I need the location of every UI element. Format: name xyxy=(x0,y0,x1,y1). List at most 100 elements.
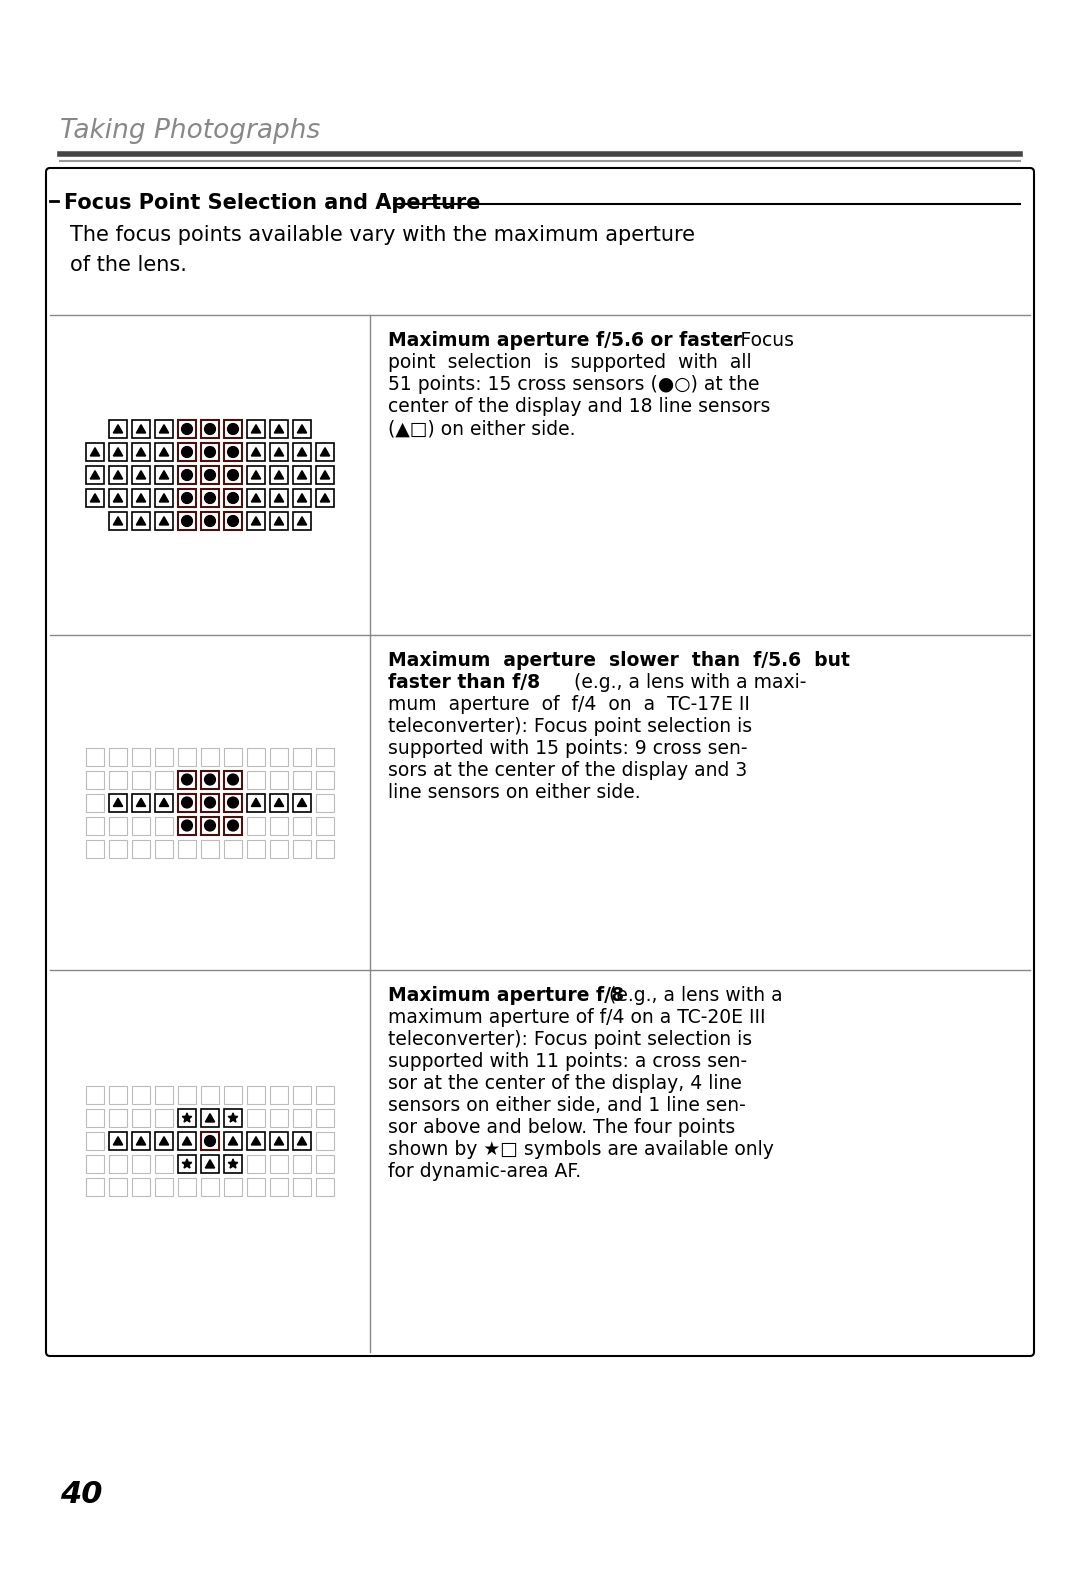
Bar xyxy=(247,419,265,438)
Bar xyxy=(109,1109,127,1126)
Bar xyxy=(270,1155,288,1174)
Circle shape xyxy=(228,470,239,481)
Bar xyxy=(224,748,242,765)
Bar xyxy=(316,443,334,460)
Polygon shape xyxy=(252,424,260,434)
Bar xyxy=(316,1109,334,1126)
Circle shape xyxy=(228,424,239,435)
Bar xyxy=(224,489,242,507)
Polygon shape xyxy=(274,1137,284,1145)
Polygon shape xyxy=(160,471,168,479)
Bar xyxy=(293,817,311,834)
Text: point  selection  is  supported  with  all: point selection is supported with all xyxy=(388,353,752,372)
Bar xyxy=(270,489,288,507)
Bar xyxy=(132,419,150,438)
Circle shape xyxy=(228,775,239,786)
Bar xyxy=(293,770,311,789)
Text: teleconverter): Focus point selection is: teleconverter): Focus point selection is xyxy=(388,1031,752,1049)
Bar xyxy=(270,443,288,460)
Polygon shape xyxy=(297,517,307,525)
Bar xyxy=(132,770,150,789)
Polygon shape xyxy=(205,1114,215,1122)
Bar xyxy=(86,1178,104,1196)
Polygon shape xyxy=(297,1137,307,1145)
Bar xyxy=(316,770,334,789)
Polygon shape xyxy=(228,1159,238,1169)
Bar xyxy=(224,1155,242,1174)
Bar xyxy=(316,817,334,834)
Polygon shape xyxy=(321,493,329,503)
Text: Taking Photographs: Taking Photographs xyxy=(60,118,321,145)
Text: center of the display and 18 line sensors: center of the display and 18 line sensor… xyxy=(388,397,770,416)
Bar xyxy=(178,1086,195,1104)
Text: sor above and below. The four points: sor above and below. The four points xyxy=(388,1119,735,1137)
Bar xyxy=(201,817,219,834)
Bar xyxy=(156,489,173,507)
Bar xyxy=(201,793,219,812)
Polygon shape xyxy=(113,517,123,525)
Bar xyxy=(293,1133,311,1150)
Polygon shape xyxy=(113,448,123,456)
Bar xyxy=(247,1133,265,1150)
Bar xyxy=(270,1133,288,1150)
Bar xyxy=(156,793,173,812)
Bar xyxy=(156,512,173,529)
Circle shape xyxy=(204,1136,215,1147)
Bar xyxy=(201,443,219,460)
Circle shape xyxy=(204,796,215,807)
Text: 40: 40 xyxy=(60,1480,103,1510)
Polygon shape xyxy=(113,493,123,503)
Bar xyxy=(270,419,288,438)
Polygon shape xyxy=(321,448,329,456)
Bar xyxy=(178,1109,195,1126)
Text: faster than f/8: faster than f/8 xyxy=(388,672,540,691)
Bar xyxy=(86,1109,104,1126)
Bar xyxy=(316,793,334,812)
Bar xyxy=(293,1109,311,1126)
Bar xyxy=(247,817,265,834)
Text: The focus points available vary with the maximum aperture
of the lens.: The focus points available vary with the… xyxy=(70,225,696,275)
Polygon shape xyxy=(252,493,260,503)
Text: mum  aperture  of  f/4  on  a  TC-17E II: mum aperture of f/4 on a TC-17E II xyxy=(388,694,750,713)
Polygon shape xyxy=(297,424,307,434)
Text: sensors on either side, and 1 line sen-: sensors on either side, and 1 line sen- xyxy=(388,1097,746,1115)
Polygon shape xyxy=(160,493,168,503)
Polygon shape xyxy=(160,448,168,456)
Bar xyxy=(201,512,219,529)
Polygon shape xyxy=(136,798,146,806)
Bar xyxy=(293,1178,311,1196)
Bar xyxy=(109,443,127,460)
Polygon shape xyxy=(160,517,168,525)
Bar xyxy=(247,1109,265,1126)
Circle shape xyxy=(204,820,215,831)
Bar xyxy=(316,1178,334,1196)
Bar xyxy=(270,1178,288,1196)
Bar xyxy=(224,467,242,484)
Bar xyxy=(132,1109,150,1126)
Bar xyxy=(156,467,173,484)
Polygon shape xyxy=(136,493,146,503)
Bar xyxy=(247,489,265,507)
Circle shape xyxy=(204,424,215,435)
Bar xyxy=(247,467,265,484)
Polygon shape xyxy=(228,1112,238,1122)
Bar xyxy=(156,1109,173,1126)
Bar xyxy=(132,467,150,484)
Bar xyxy=(156,1086,173,1104)
Bar xyxy=(178,419,195,438)
Bar xyxy=(132,839,150,858)
Circle shape xyxy=(181,446,192,457)
Bar xyxy=(156,419,173,438)
Bar xyxy=(86,770,104,789)
Bar xyxy=(201,1086,219,1104)
Bar xyxy=(247,1178,265,1196)
Text: : Focus: : Focus xyxy=(728,331,794,350)
Bar xyxy=(109,1133,127,1150)
Bar xyxy=(86,748,104,765)
Bar xyxy=(156,1133,173,1150)
Bar xyxy=(178,467,195,484)
Text: maximum aperture of f/4 on a TC-20E III: maximum aperture of f/4 on a TC-20E III xyxy=(388,1009,766,1027)
Bar xyxy=(224,443,242,460)
Bar xyxy=(293,793,311,812)
Circle shape xyxy=(181,820,192,831)
